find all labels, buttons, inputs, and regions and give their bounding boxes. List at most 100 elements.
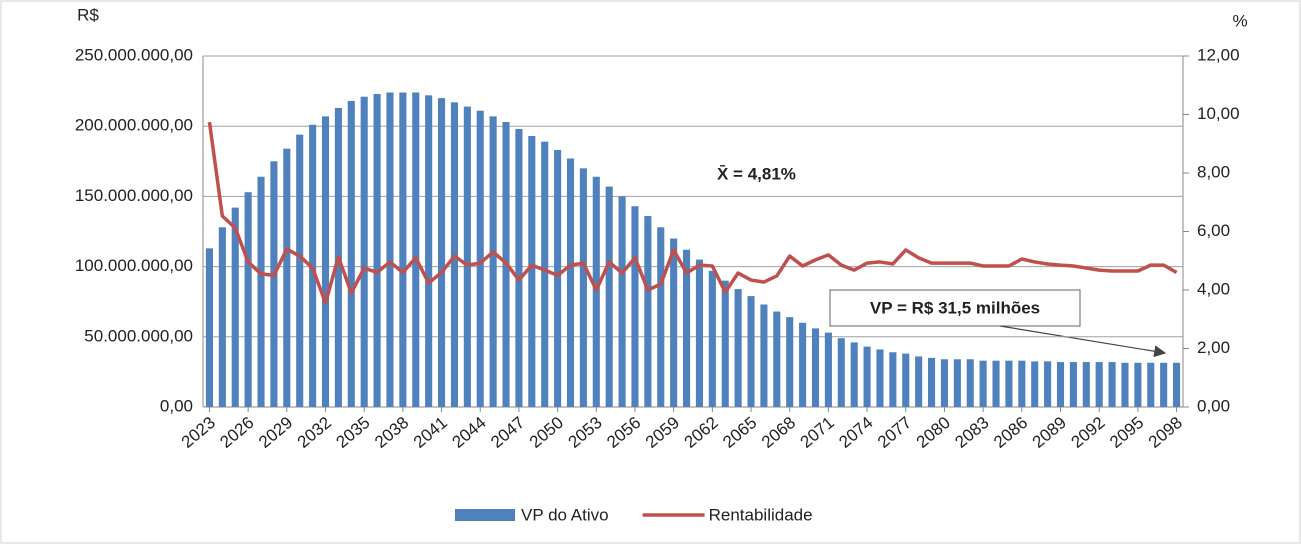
x-tick-label: 2035	[332, 413, 373, 452]
bar	[966, 359, 974, 407]
bar	[1018, 360, 1026, 407]
bar	[889, 352, 897, 407]
bar	[670, 238, 678, 407]
bar	[257, 176, 265, 407]
bar	[915, 356, 923, 407]
bar	[1121, 362, 1129, 407]
x-tick-label: 2086	[990, 413, 1031, 452]
bar	[489, 116, 497, 407]
x-tick-label: 2068	[758, 413, 799, 452]
bar	[799, 322, 807, 407]
bar	[296, 134, 304, 407]
x-tick-label: 2038	[371, 413, 412, 452]
bar	[1005, 360, 1013, 407]
x-tick-label: 2023	[178, 413, 219, 452]
x-tick-label: 2026	[216, 413, 257, 452]
bar	[837, 338, 845, 407]
bar	[747, 296, 755, 407]
bar	[347, 100, 355, 407]
y-tick-label: 250.000.000,00	[75, 45, 193, 64]
bar	[1031, 361, 1039, 407]
bar	[605, 186, 613, 407]
bar	[373, 93, 381, 408]
bar	[231, 207, 239, 407]
x-tick-label: 2059	[642, 413, 683, 452]
bar	[760, 304, 768, 407]
bar	[205, 248, 213, 407]
y-axis-label: R$	[77, 5, 99, 24]
y-tick-label: 0,00	[160, 396, 193, 415]
vp-annotation: VP = R$ 31,5 milhões	[870, 298, 1040, 317]
x-tick-label: 2041	[410, 413, 451, 452]
line	[207, 121, 1178, 305]
bar	[824, 332, 832, 407]
bar	[811, 328, 820, 407]
y2-tick-label: 4,00	[1197, 279, 1230, 298]
bar	[1056, 362, 1065, 407]
bar	[979, 360, 987, 407]
bar	[683, 249, 691, 407]
x-tick-label: 2083	[951, 413, 992, 452]
y-tick-label: 50.000.000,00	[84, 326, 193, 345]
y2-tick-label: 12,00	[1197, 45, 1240, 64]
bar	[644, 216, 652, 407]
bar	[425, 95, 433, 407]
bar	[579, 168, 587, 407]
bar	[773, 311, 781, 407]
annotation-box	[829, 289, 1081, 327]
bar	[902, 353, 910, 407]
annotation-arrow	[999, 325, 1167, 358]
bar	[721, 280, 729, 407]
x-tick-label: 2080	[913, 413, 954, 452]
bar	[270, 161, 278, 407]
bar	[631, 206, 639, 407]
bar	[463, 106, 471, 407]
x-tick-label: 2047	[487, 413, 528, 452]
bar	[283, 148, 291, 407]
y2-tick-label: 6,00	[1197, 221, 1230, 240]
bar	[566, 158, 575, 407]
x-tick-label: 2089	[1029, 413, 1070, 452]
bar	[850, 342, 858, 407]
bar	[940, 359, 948, 407]
bar	[1173, 362, 1181, 407]
bar	[1044, 361, 1052, 407]
legend-label: VP do Ativo	[521, 505, 609, 524]
bar	[953, 359, 961, 407]
mean-annotation: X̄ = 4,81%	[717, 164, 796, 183]
x-tick-label: 2077	[874, 413, 915, 452]
bar	[1147, 362, 1155, 407]
y2-axis-label: %	[1232, 11, 1247, 30]
legend-label: Rentabilidade	[709, 505, 813, 524]
y-tick-label: 200.000.000,00	[75, 116, 193, 135]
x-tick-label: 2095	[1106, 413, 1147, 452]
x-tick-label: 2065	[719, 413, 760, 452]
x-tick-label: 2029	[255, 413, 296, 452]
bar	[786, 317, 794, 407]
y-tick-label: 100.000.000,00	[75, 256, 193, 275]
x-tick-label: 2071	[797, 413, 838, 452]
x-tick-label: 2044	[448, 413, 489, 452]
bar	[528, 136, 536, 407]
bar	[876, 349, 884, 407]
bar	[554, 150, 562, 407]
bar	[618, 196, 626, 407]
legend-swatch	[455, 509, 515, 521]
bar	[928, 357, 936, 407]
x-tick-label: 2053	[565, 413, 606, 452]
bar	[734, 289, 742, 407]
bar	[244, 192, 252, 407]
bar	[1095, 362, 1103, 407]
bar	[1082, 362, 1090, 407]
bar	[321, 116, 330, 407]
bar	[218, 227, 226, 407]
y2-tick-label: 0,00	[1197, 396, 1230, 415]
bar	[992, 360, 1000, 407]
y2-tick-label: 10,00	[1197, 104, 1240, 123]
bar	[695, 259, 703, 407]
bar	[412, 92, 420, 407]
y2-tick-label: 8,00	[1197, 162, 1230, 181]
bar	[1134, 362, 1142, 407]
